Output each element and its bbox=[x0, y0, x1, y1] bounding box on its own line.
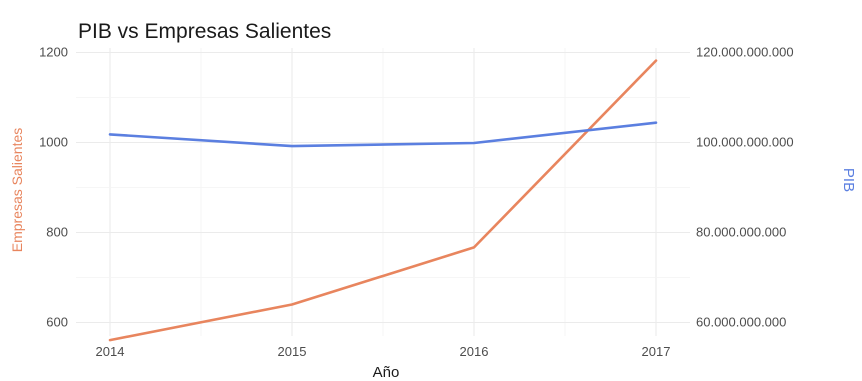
x-tick-label: 2015 bbox=[278, 344, 307, 359]
empresas-salientes-line bbox=[108, 59, 658, 342]
y-right-axis-title: PIB bbox=[840, 168, 857, 192]
x-tick-label: 2016 bbox=[460, 344, 489, 359]
y-left-tick-label: 600 bbox=[46, 315, 68, 330]
y-right-tick-label: 120.000.000.000 bbox=[696, 45, 794, 60]
x-axis-title: Año bbox=[373, 364, 400, 381]
y-left-tick-label: 1000 bbox=[39, 135, 68, 150]
y-right-tick-label: 100.000.000.000 bbox=[696, 135, 794, 150]
grid bbox=[76, 48, 690, 336]
pib-line bbox=[108, 121, 658, 148]
y-right-tick-label: 80.000.000.000 bbox=[696, 225, 786, 240]
series-lines bbox=[108, 59, 658, 342]
y-left-tick-label: 800 bbox=[46, 225, 68, 240]
y-left-axis-title: Empresas Salientes bbox=[9, 128, 25, 253]
x-tick-label: 2017 bbox=[642, 344, 671, 359]
y-left-tick-label: 1200 bbox=[39, 45, 68, 60]
axis-labels: 600 800 1000 1200 60.000.000.000 80.000.000.0… bbox=[39, 45, 794, 360]
chart-title: PIB vs Empresas Salientes bbox=[78, 20, 331, 43]
y-right-tick-label: 60.000.000.000 bbox=[696, 315, 786, 330]
x-tick-label: 2014 bbox=[96, 344, 125, 359]
